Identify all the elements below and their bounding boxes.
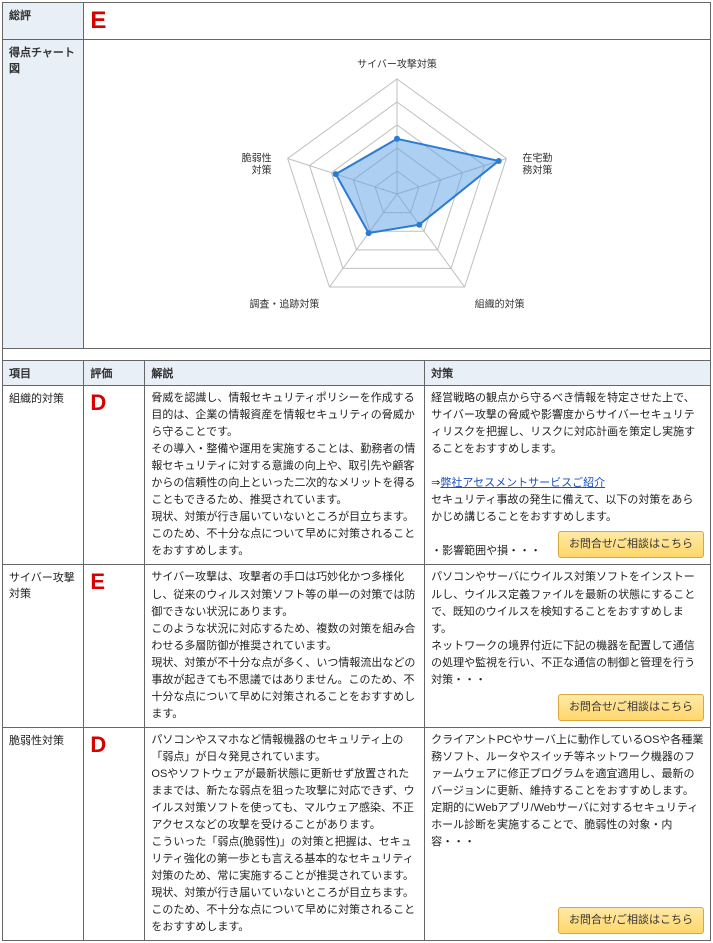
radar-chart: サイバー攻撃対策在宅勤務対策組織的対策 調査・追跡対策 脆弱性対策 (92, 44, 702, 344)
row-grade-value: D (90, 390, 106, 415)
contact-button[interactable]: お問合せ/ご相談はこちら (558, 694, 704, 721)
contact-button[interactable]: お問合せ/ご相談はこちら (558, 907, 704, 934)
spacer (3, 349, 711, 361)
row-grade: D (84, 727, 145, 941)
col-grade: 評価 (84, 361, 145, 386)
row-grade-value: D (90, 732, 106, 757)
svg-text:調査・追跡対策: 調査・追跡対策 (250, 298, 320, 311)
chart-label: 得点チャート図 (3, 40, 84, 349)
row-grade: E (84, 565, 145, 727)
svg-text:サイバー攻撃対策: サイバー攻撃対策 (357, 58, 437, 71)
svg-text:脆弱性対策: 脆弱性対策 (242, 151, 272, 176)
table-row: 脆弱性対策D パソコンやスマホなど情報機器のセキュリティ上の「弱点」が日々発見され… (3, 727, 711, 941)
table-row: サイバー攻撃対策E サイバー攻撃は、攻撃者の手口は巧妙化かつ多様化し、従来のウィル… (3, 565, 711, 727)
row-desc: サイバー攻撃は、攻撃者の手口は巧妙化かつ多様化し、従来のウィルス対策ソフト等の単… (145, 565, 425, 727)
row-measure: 経営戦略の観点から守るべき情報を特定させた上で、サイバー攻撃の脅威や影響度からサ… (425, 386, 711, 565)
overall-grade-cell: E (84, 3, 711, 40)
row-item: 組織的対策 (3, 386, 84, 565)
row-grade-value: E (90, 569, 105, 594)
col-item: 項目 (3, 361, 84, 386)
row-desc: パソコンやスマホなど情報機器のセキュリティ上の「弱点」が日々発見されています。O… (145, 727, 425, 941)
row-grade: D (84, 386, 145, 565)
row-item: 脆弱性対策 (3, 727, 84, 941)
svg-text:組織的対策: 組織的対策 (475, 298, 525, 311)
svg-text:在宅勤務対策: 在宅勤務対策 (523, 151, 553, 176)
row-measure: クライアントPCやサーバ上に動作しているOSや各種業務ソフト、ルータやスイッチ等… (425, 727, 711, 941)
chart-row: 得点チャート図 サイバー攻撃対策在宅勤務対策組織的対策 調査・追跡対策 脆弱性対策 (3, 40, 711, 349)
chart-cell: サイバー攻撃対策在宅勤務対策組織的対策 調査・追跡対策 脆弱性対策 (84, 40, 711, 349)
overall-grade-value: E (90, 7, 106, 34)
row-desc: 脅威を認識し、情報セキュリティポリシーを作成する目的は、企業の情報資産を情報セキ… (145, 386, 425, 565)
overall-label: 総評 (3, 3, 84, 40)
col-desc: 解説 (145, 361, 425, 386)
row-item: サイバー攻撃対策 (3, 565, 84, 727)
table-row: 組織的対策D 脅威を認識し、情報セキュリティポリシーを作成する目的は、企業の情報資… (3, 386, 711, 565)
column-header-row: 項目 評価 解説 対策 (3, 361, 711, 386)
row-measure: パソコンやサーバにウイルス対策ソフトをインストールし、ウイルス定義ファイルを最新… (425, 565, 711, 727)
overall-row: 総評 E (3, 3, 711, 40)
contact-button[interactable]: お問合せ/ご相談はこちら (558, 531, 704, 558)
assessment-link[interactable]: 弊社アセスメントサービスご紹介 (440, 477, 605, 489)
assessment-table: 総評 E 得点チャート図 サイバー攻撃対策在宅勤務対策組織的対策調査・追跡対策脆… (2, 2, 711, 941)
col-measure: 対策 (425, 361, 711, 386)
